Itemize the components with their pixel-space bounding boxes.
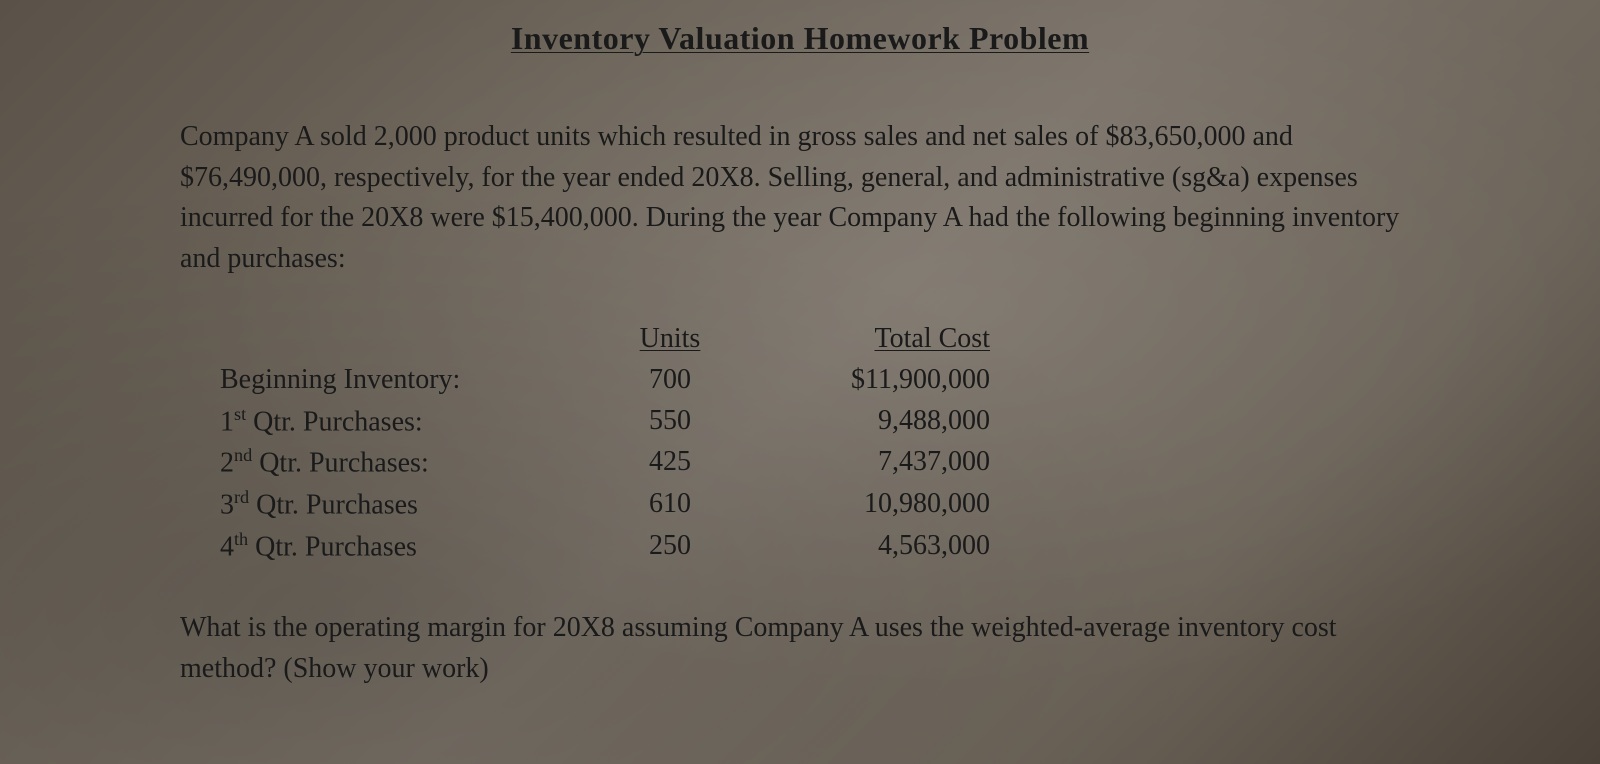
question-text: What is the operating margin for 20X8 as…: [180, 608, 1420, 689]
row-label: Beginning Inventory:: [220, 360, 590, 401]
row-units: 700: [590, 360, 750, 401]
header-total-cost: Total Cost: [750, 319, 990, 360]
inventory-table: Units Total Cost Beginning Inventory:700…: [220, 319, 1420, 568]
page-title: Inventory Valuation Homework Problem: [180, 20, 1420, 57]
row-units: 610: [590, 484, 750, 526]
row-units: 425: [590, 442, 750, 484]
table-row: 1st Qtr. Purchases:5509,488,000: [220, 401, 1420, 443]
problem-paragraph: Company A sold 2,000 product units which…: [180, 117, 1420, 279]
table-row: Beginning Inventory:700$11,900,000: [220, 360, 1420, 401]
row-label: 1st Qtr. Purchases:: [220, 401, 590, 443]
row-cost: 7,437,000: [750, 442, 990, 484]
row-label: 4th Qtr. Purchases: [220, 526, 590, 568]
header-units: Units: [590, 319, 750, 360]
row-units: 550: [590, 401, 750, 443]
row-label: 2nd Qtr. Purchases:: [220, 442, 590, 484]
header-blank: [220, 319, 590, 360]
row-cost: 10,980,000: [750, 484, 990, 526]
table-row: 4th Qtr. Purchases2504,563,000: [220, 526, 1420, 568]
table-row: 2nd Qtr. Purchases:4257,437,000: [220, 442, 1420, 484]
row-label: 3rd Qtr. Purchases: [220, 484, 590, 526]
document-page: Inventory Valuation Homework Problem Com…: [180, 20, 1420, 689]
row-cost: 9,488,000: [750, 401, 990, 443]
row-units: 250: [590, 526, 750, 568]
table-row: 3rd Qtr. Purchases61010,980,000: [220, 484, 1420, 526]
row-cost: 4,563,000: [750, 526, 990, 568]
row-cost: $11,900,000: [750, 360, 990, 401]
table-header-row: Units Total Cost: [220, 319, 1420, 360]
